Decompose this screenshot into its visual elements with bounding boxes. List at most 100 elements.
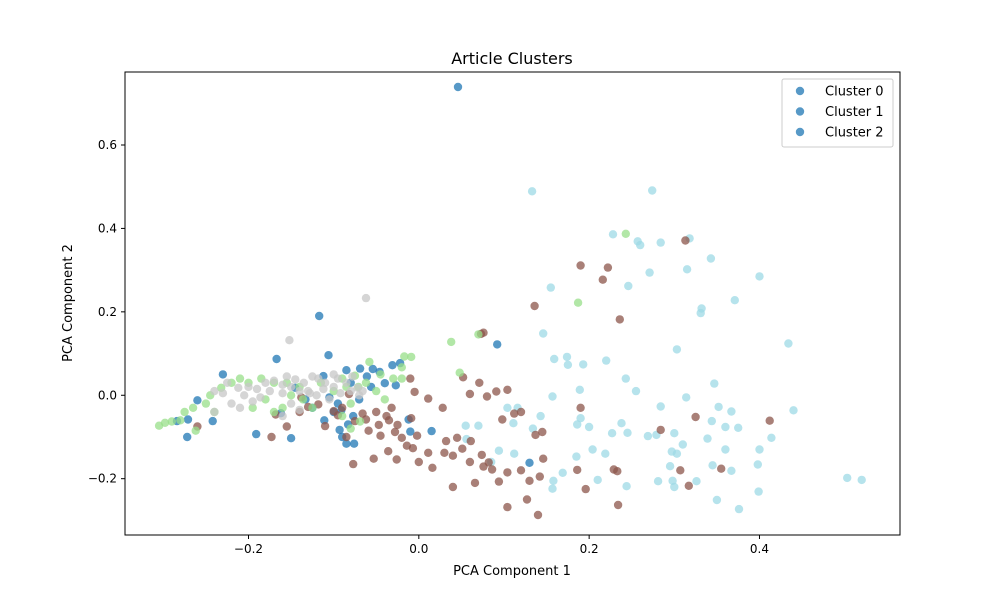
data-point bbox=[721, 422, 730, 432]
data-point bbox=[734, 423, 743, 432]
data-point bbox=[424, 448, 433, 457]
x-axis-ticks: −0.2 0.0 0.2 0.4 bbox=[234, 535, 769, 556]
data-point bbox=[227, 399, 236, 408]
data-point bbox=[376, 370, 385, 379]
data-point bbox=[474, 330, 483, 339]
data-point bbox=[707, 416, 716, 426]
data-point bbox=[183, 415, 193, 424]
legend-label: Cluster 0 bbox=[825, 85, 884, 100]
data-point bbox=[305, 389, 314, 398]
data-point bbox=[692, 477, 701, 486]
y-tick-label: 0.0 bbox=[98, 388, 117, 402]
data-point bbox=[536, 411, 545, 421]
data-point bbox=[372, 407, 381, 417]
data-point bbox=[201, 399, 211, 408]
data-point bbox=[286, 382, 296, 392]
x-tick-label: −0.2 bbox=[234, 542, 263, 556]
data-point bbox=[576, 414, 585, 423]
data-point bbox=[548, 392, 557, 401]
data-point bbox=[623, 428, 632, 437]
legend: Cluster 0 Cluster 1 Cluster 2 bbox=[781, 78, 894, 148]
data-point bbox=[448, 451, 458, 460]
data-point bbox=[384, 447, 393, 456]
data-point bbox=[510, 449, 519, 458]
x-tick-label: 0.4 bbox=[750, 542, 769, 556]
data-point bbox=[324, 351, 333, 360]
data-point bbox=[579, 360, 588, 369]
data-point bbox=[338, 403, 347, 412]
data-point bbox=[248, 403, 257, 412]
data-point bbox=[656, 402, 665, 411]
data-point bbox=[387, 403, 396, 412]
data-point bbox=[235, 403, 245, 412]
data-point bbox=[278, 380, 287, 389]
data-point bbox=[369, 454, 378, 463]
data-point bbox=[336, 389, 345, 398]
data-point bbox=[624, 281, 633, 291]
y-tick-label: 0.6 bbox=[98, 138, 117, 152]
data-point bbox=[397, 374, 406, 383]
data-point bbox=[730, 296, 739, 305]
data-point bbox=[210, 407, 219, 417]
data-point bbox=[588, 445, 597, 454]
data-point bbox=[857, 475, 866, 485]
data-point bbox=[696, 308, 705, 318]
data-point bbox=[703, 434, 712, 443]
data-point bbox=[407, 414, 416, 423]
data-point bbox=[615, 315, 624, 324]
data-point bbox=[234, 383, 243, 392]
data-point bbox=[613, 500, 623, 510]
data-point bbox=[494, 446, 504, 455]
data-point bbox=[346, 424, 355, 433]
data-point bbox=[562, 352, 572, 362]
data-point bbox=[721, 445, 730, 454]
data-point bbox=[329, 382, 338, 392]
plot-area bbox=[125, 72, 900, 535]
data-point bbox=[549, 476, 558, 485]
data-point bbox=[335, 425, 344, 435]
data-point bbox=[342, 378, 351, 387]
data-point bbox=[361, 293, 371, 303]
legend-entries: Cluster 0 Cluster 1 Cluster 2 bbox=[795, 85, 884, 141]
data-point bbox=[573, 465, 582, 475]
data-point bbox=[648, 186, 657, 195]
data-point bbox=[278, 403, 287, 412]
data-point bbox=[355, 391, 364, 400]
data-point bbox=[248, 397, 257, 406]
data-point bbox=[656, 425, 665, 435]
data-point bbox=[427, 426, 436, 436]
data-point bbox=[183, 432, 192, 442]
data-point bbox=[510, 409, 519, 418]
data-point bbox=[621, 374, 630, 383]
data-point bbox=[706, 254, 716, 263]
data-point bbox=[516, 466, 526, 475]
legend-label: Cluster 1 bbox=[825, 105, 884, 120]
data-point bbox=[767, 433, 776, 442]
y-tick-label: 0.2 bbox=[98, 305, 117, 319]
data-point bbox=[482, 392, 492, 401]
data-point bbox=[631, 386, 641, 396]
data-point bbox=[218, 389, 228, 398]
data-point bbox=[691, 412, 700, 422]
data-point bbox=[235, 374, 245, 383]
data-point bbox=[412, 431, 422, 440]
data-point bbox=[753, 460, 762, 469]
data-point bbox=[470, 478, 480, 488]
data-point bbox=[539, 329, 548, 338]
data-point bbox=[734, 504, 744, 514]
data-point bbox=[365, 357, 374, 367]
data-point bbox=[546, 283, 555, 292]
data-point bbox=[342, 366, 351, 375]
data-point bbox=[440, 448, 449, 457]
data-point bbox=[299, 378, 308, 387]
data-point bbox=[487, 465, 497, 474]
data-point bbox=[843, 473, 852, 483]
data-point bbox=[355, 364, 365, 373]
data-point bbox=[261, 378, 270, 387]
data-point bbox=[503, 385, 512, 394]
data-point bbox=[362, 372, 372, 381]
data-point bbox=[256, 393, 265, 402]
legend-marker bbox=[795, 127, 805, 137]
data-point bbox=[498, 415, 507, 424]
data-point bbox=[636, 240, 645, 250]
